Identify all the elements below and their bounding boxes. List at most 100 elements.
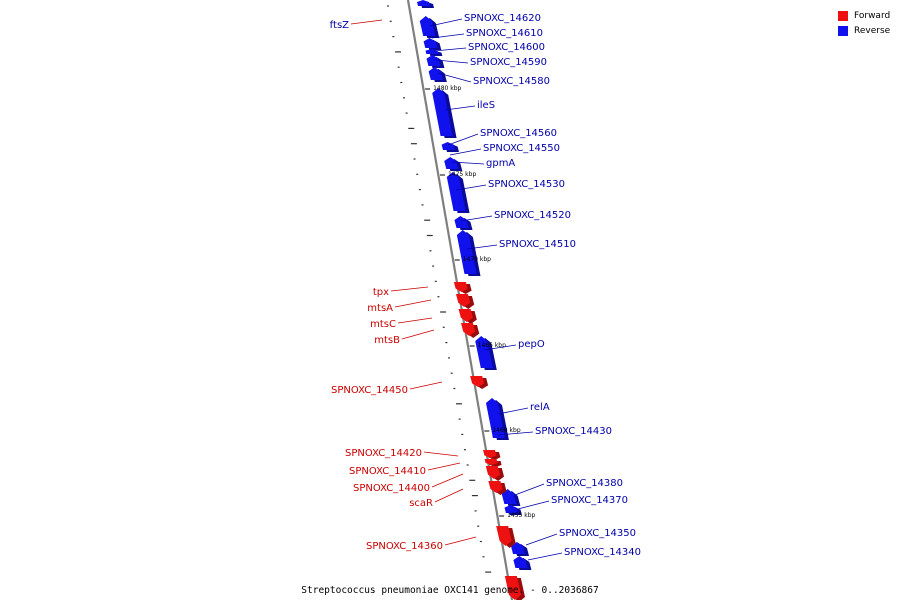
- forward-gene-block[interactable]: [485, 466, 505, 481]
- reverse-gene-label[interactable]: SPNOXC_14430: [535, 426, 612, 437]
- forward-gene-label[interactable]: SPNOXC_14450: [331, 385, 408, 396]
- gene-label-leader: [409, 381, 443, 390]
- reverse-gene-label[interactable]: gpmA: [486, 158, 515, 169]
- forward-gene-block[interactable]: [496, 526, 516, 548]
- gene-label-leader: [423, 451, 459, 457]
- gene-label-leader: [435, 59, 469, 64]
- reverse-gene-block[interactable]: [423, 38, 442, 50]
- reverse-gene-label[interactable]: ileS: [477, 100, 495, 111]
- gene-label-leader: [431, 473, 464, 488]
- gene-block-face: [488, 481, 503, 493]
- forward-gene-block[interactable]: [460, 323, 480, 338]
- gene-label-leader: [401, 329, 435, 340]
- scale-label: 1480 kbp: [433, 85, 461, 92]
- reverse-gene-block[interactable]: [428, 67, 447, 82]
- forward-gene-label[interactable]: mtsC: [370, 319, 396, 330]
- forward-swatch: [838, 10, 848, 21]
- gene-label-leader: [466, 244, 498, 250]
- forward-gene-label[interactable]: mtsA: [367, 303, 393, 314]
- reverse-gene-block[interactable]: [454, 216, 473, 230]
- gene-label-leader: [394, 299, 432, 308]
- forward-gene-block[interactable]: [504, 576, 525, 600]
- gene-block-face: [504, 576, 521, 600]
- gene-block-face: [460, 323, 476, 336]
- forward-gene-block[interactable]: [453, 282, 472, 294]
- forward-gene-block[interactable]: [488, 481, 507, 495]
- legend: Forward Reverse: [838, 8, 890, 38]
- gene-label-leader: [514, 483, 545, 496]
- gene-block-face: [504, 505, 518, 513]
- gene-block-face: [454, 216, 469, 228]
- gene-block-face: [513, 556, 528, 568]
- reverse-gene-label[interactable]: SPNOXC_14370: [551, 495, 628, 506]
- reverse-gene-block[interactable]: [510, 542, 530, 556]
- gene-block-face: [458, 309, 473, 322]
- forward-gene-label[interactable]: mtsB: [374, 335, 400, 346]
- forward-gene-block[interactable]: [470, 376, 489, 389]
- reverse-gene-label[interactable]: SPNOXC_14610: [466, 28, 543, 39]
- reverse-gene-label[interactable]: SPNOXC_14580: [473, 76, 550, 87]
- forward-gene-block[interactable]: [455, 294, 475, 309]
- gene-label-leader: [497, 407, 529, 415]
- reverse-gene-block[interactable]: [475, 336, 497, 370]
- forward-gene-label[interactable]: SPNOXC_14360: [366, 541, 443, 552]
- gene-block-face: [510, 542, 526, 554]
- reverse-gene-label[interactable]: SPNOXC_14560: [480, 128, 557, 139]
- forward-gene-label[interactable]: scaR: [409, 498, 433, 509]
- gene-block-face: [501, 489, 517, 504]
- reverse-gene-label[interactable]: SPNOXC_14550: [483, 143, 560, 154]
- gene-block-face: [432, 88, 453, 136]
- reverse-gene-block[interactable]: [513, 556, 532, 570]
- forward-gene-label[interactable]: SPNOXC_14400: [353, 483, 430, 494]
- reverse-gene-block[interactable]: [446, 172, 470, 213]
- reverse-gene-label[interactable]: SPNOXC_14600: [468, 42, 545, 53]
- reverse-gene-label[interactable]: SPNOXC_14620: [464, 13, 541, 24]
- legend-reverse: Reverse: [838, 23, 890, 38]
- forward-gene-block[interactable]: [458, 309, 477, 324]
- forward-gene-label[interactable]: tpx: [373, 287, 389, 298]
- forward-gene-label[interactable]: ftsZ: [330, 20, 349, 31]
- forward-gene-block[interactable]: [483, 450, 501, 460]
- forward-gene-label[interactable]: SPNOXC_14410: [349, 466, 426, 477]
- gene-block-face: [470, 376, 485, 387]
- gene-label-leader: [350, 19, 383, 25]
- reverse-gene-label[interactable]: SPNOXC_14590: [470, 57, 547, 68]
- reverse-gene-block[interactable]: [444, 157, 463, 171]
- reverse-gene-block[interactable]: [501, 489, 521, 506]
- reverse-gene-label[interactable]: SPNOXC_14340: [564, 547, 641, 558]
- reverse-gene-block[interactable]: [485, 398, 509, 440]
- gene-label-leader: [431, 33, 465, 39]
- reverse-gene-block[interactable]: [432, 88, 457, 138]
- reverse-gene-label[interactable]: SPNOXC_14380: [546, 478, 623, 489]
- reverse-gene-label[interactable]: SPNOXC_14510: [499, 239, 576, 250]
- reverse-gene-label[interactable]: SPNOXC_14520: [494, 210, 571, 221]
- reverse-gene-label[interactable]: SPNOXC_14530: [488, 179, 565, 190]
- gene-block-face: [426, 55, 441, 66]
- reverse-gene-label[interactable]: pepO: [518, 339, 545, 350]
- gene-block-face: [423, 38, 438, 48]
- gene-block-face: [425, 49, 439, 54]
- scale-label: 1455 kbp: [507, 512, 535, 519]
- reverse-gene-block[interactable]: [441, 142, 459, 152]
- gene-label-leader: [437, 72, 472, 83]
- gene-label-leader: [447, 133, 479, 146]
- reverse-gene-block[interactable]: [456, 230, 481, 276]
- forward-gene-label[interactable]: SPNOXC_14420: [345, 448, 422, 459]
- gene-blocks: [417, 0, 532, 600]
- genome-caption-text: Streptococcus pneumoniae OXC141 genome. …: [301, 585, 599, 596]
- reverse-gene-block[interactable]: [426, 55, 445, 68]
- reverse-gene-block[interactable]: [417, 0, 435, 8]
- reverse-gene-label[interactable]: SPNOXC_14350: [559, 528, 636, 539]
- forward-gene-block[interactable]: [484, 459, 502, 467]
- reverse-gene-block[interactable]: [419, 16, 440, 38]
- gene-label-leader: [433, 47, 467, 52]
- gene-block-face: [475, 336, 493, 368]
- gene-block-face: [419, 16, 436, 36]
- gene-block-face: [446, 172, 466, 211]
- gene-block-face: [417, 0, 431, 6]
- gene-block-face: [496, 526, 512, 546]
- reverse-gene-label[interactable]: relA: [530, 402, 550, 413]
- reverse-gene-block[interactable]: [425, 49, 443, 56]
- gene-block-face: [428, 67, 443, 80]
